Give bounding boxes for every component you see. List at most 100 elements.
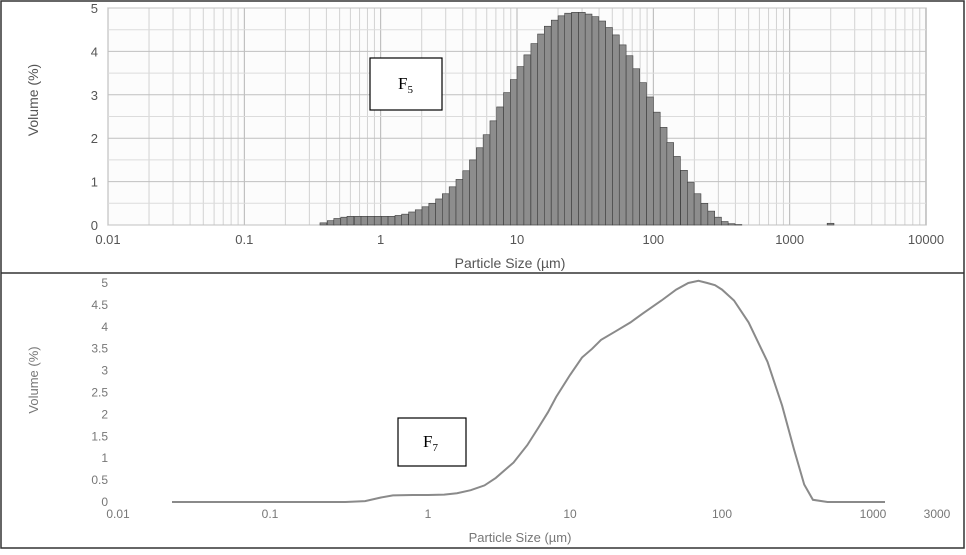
- top-x-tick-label: 10000: [908, 232, 944, 247]
- top-bar: [646, 96, 654, 226]
- top-bar: [380, 216, 389, 226]
- top-y-tick-label: 1: [91, 175, 98, 190]
- top-y-tick-label: 3: [91, 88, 98, 103]
- top-bar: [408, 211, 416, 226]
- bottom-y-tick-label: 5: [101, 276, 108, 290]
- top-bar: [550, 19, 559, 226]
- f5-label-subscript: 5: [407, 84, 413, 96]
- top-bar: [373, 216, 382, 226]
- top-bar: [625, 55, 634, 226]
- top-bar: [693, 193, 702, 226]
- f7-label-box: [397, 417, 467, 467]
- top-bar: [687, 182, 695, 226]
- top-bar: [333, 218, 341, 226]
- top-bar: [721, 221, 729, 226]
- top-bar: [482, 134, 491, 226]
- top-bar: [367, 216, 375, 226]
- bottom-y-tick-label: 0: [101, 495, 108, 509]
- bottom-y-tick-label: 3: [101, 364, 108, 378]
- top-bar: [605, 27, 613, 226]
- bottom-x-tick-label: 1: [425, 507, 432, 521]
- bottom-y-tick-label: 2: [101, 407, 108, 421]
- top-x-tick-label: 0.1: [235, 232, 253, 247]
- top-bar: [564, 12, 572, 226]
- top-x-ticks: 0.01 0.1 1 10 100 1000 10000: [95, 232, 944, 247]
- top-bar: [673, 156, 681, 226]
- top-bar: [489, 120, 498, 226]
- top-y-ticks: 0 1 2 3 4 5: [91, 1, 98, 233]
- top-x-tick-label: 1: [377, 232, 384, 247]
- top-bar: [469, 159, 477, 226]
- top-bar: [659, 127, 668, 226]
- bottom-y-tick-label: 1: [101, 451, 108, 465]
- top-bar: [496, 106, 504, 226]
- top-bar: [319, 222, 328, 226]
- top-y-tick-label: 5: [91, 1, 98, 16]
- top-bar: [612, 34, 620, 226]
- top-bar: [523, 54, 532, 226]
- top-bar: [326, 220, 335, 226]
- bottom-y-tick-label: 4: [101, 320, 108, 334]
- top-bar: [571, 12, 579, 226]
- top-bar: [360, 216, 369, 226]
- top-bar: [537, 33, 545, 226]
- top-bar: [727, 223, 736, 226]
- top-bar: [387, 216, 396, 226]
- top-bar: [680, 170, 688, 226]
- top-bar: [666, 142, 674, 226]
- top-bar: [448, 186, 457, 226]
- top-bar: [632, 68, 641, 226]
- top-bar: [476, 147, 484, 226]
- top-bar: [578, 12, 586, 226]
- bottom-y-axis-label: Volume (%): [26, 346, 41, 413]
- top-bar: [591, 16, 600, 226]
- bottom-x-axis-label: Particle Size (µm): [469, 530, 572, 545]
- bottom-y-ticks: 0 0.5 1 1.5 2 2.5 3 3.5 4 4.5 5: [91, 276, 108, 509]
- top-x-tick-label: 0.01: [95, 232, 120, 247]
- top-bar: [734, 224, 743, 226]
- top-bar: [707, 210, 715, 226]
- bottom-x-tick-label: 3000: [924, 507, 951, 521]
- chart-top-panel: 0.01 0.1 1 10 100 1000 10000 0 1 2 3 4 5 Particle S…: [25, 1, 944, 271]
- bottom-x-tick-label: 100: [712, 507, 732, 521]
- top-bars: [319, 12, 835, 226]
- top-bar: [435, 198, 443, 226]
- top-bar: [714, 216, 722, 226]
- f7-label: F7: [423, 432, 438, 454]
- top-bar: [421, 206, 430, 226]
- top-bar: [639, 82, 647, 226]
- bottom-x-tick-label: 0.1: [262, 507, 279, 521]
- top-x-tick-label: 10: [510, 232, 524, 247]
- bottom-y-tick-label: 3.5: [91, 342, 108, 356]
- top-bar: [584, 13, 593, 226]
- chart-bottom-panel: 0.01 0.1 1 10 100 1000 3000 0 0.5 1 1.5 2 2.5 3 3.5 4 4…: [26, 276, 951, 545]
- top-x-tick-label: 1000: [775, 232, 804, 247]
- top-bar: [530, 43, 539, 226]
- top-bar: [510, 79, 518, 226]
- top-bar: [557, 15, 566, 226]
- f5-label-main: F: [398, 74, 407, 93]
- f7-label-subscript: 7: [432, 442, 438, 454]
- f7-volume-curve: [172, 279, 885, 503]
- bottom-y-tick-label: 4.5: [91, 298, 108, 312]
- top-bar: [455, 179, 464, 226]
- bottom-x-ticks: 0.01 0.1 1 10 100 1000 3000: [106, 507, 950, 521]
- bottom-x-tick-label: 10: [563, 507, 577, 521]
- bottom-y-tick-label: 0.5: [91, 473, 108, 487]
- top-bar: [700, 203, 709, 226]
- top-bar: [516, 66, 525, 226]
- top-bar: [462, 170, 470, 226]
- top-bar: [346, 216, 355, 226]
- top-bar: [394, 215, 403, 226]
- top-bar: [442, 193, 450, 226]
- top-bar: [354, 216, 362, 226]
- top-y-tick-label: 4: [91, 44, 98, 59]
- bottom-x-tick-label: 0.01: [106, 507, 130, 521]
- f7-label-main: F: [423, 432, 432, 451]
- top-y-tick-label: 0: [91, 218, 98, 233]
- top-y-axis-label: Volume (%): [25, 64, 41, 136]
- bottom-y-tick-label: 2.5: [91, 386, 108, 400]
